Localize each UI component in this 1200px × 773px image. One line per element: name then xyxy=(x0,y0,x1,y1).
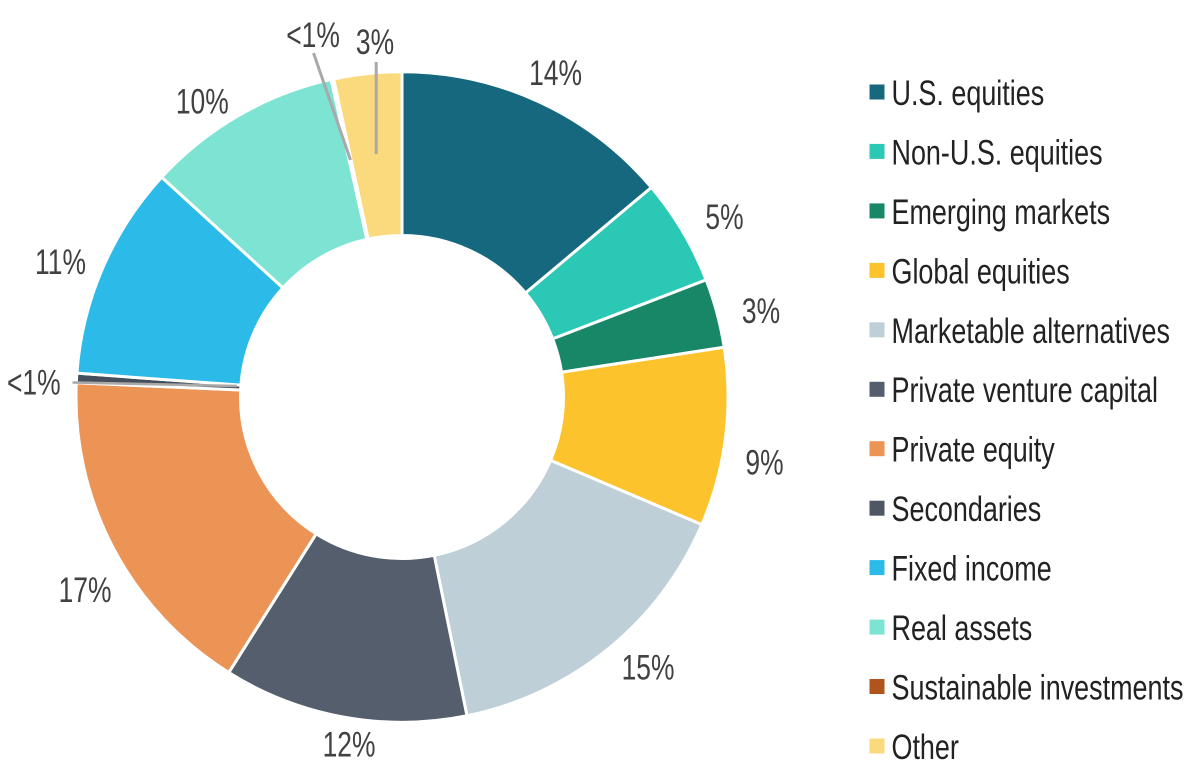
svg-text:Global equities: Global equities xyxy=(892,252,1070,291)
svg-text:<1%: <1% xyxy=(7,363,61,403)
svg-text:Private venture capital: Private venture capital xyxy=(892,371,1159,410)
svg-text:14%: 14% xyxy=(529,53,582,93)
svg-text:15%: 15% xyxy=(622,648,675,688)
svg-text:3%: 3% xyxy=(356,22,394,62)
svg-text:Real assets: Real assets xyxy=(892,609,1033,648)
svg-text:U.S. equities: U.S. equities xyxy=(892,74,1045,113)
svg-text:9%: 9% xyxy=(745,443,783,483)
svg-text:Private equity: Private equity xyxy=(892,430,1056,469)
svg-text:Marketable alternatives: Marketable alternatives xyxy=(892,311,1170,350)
svg-text:11%: 11% xyxy=(35,242,86,282)
svg-text:Emerging markets: Emerging markets xyxy=(892,193,1111,232)
svg-text:10%: 10% xyxy=(176,82,229,122)
svg-text:5%: 5% xyxy=(705,197,743,237)
svg-text:<1%: <1% xyxy=(286,15,340,55)
svg-text:17%: 17% xyxy=(59,570,112,610)
svg-text:3%: 3% xyxy=(742,291,780,331)
svg-text:Other: Other xyxy=(892,728,959,767)
svg-text:Fixed income: Fixed income xyxy=(892,549,1052,588)
svg-text:12%: 12% xyxy=(323,725,376,765)
svg-text:Non-U.S. equities: Non-U.S. equities xyxy=(892,133,1103,172)
svg-text:Sustainable investments: Sustainable investments xyxy=(892,668,1184,707)
svg-text:Secondaries: Secondaries xyxy=(892,490,1042,529)
